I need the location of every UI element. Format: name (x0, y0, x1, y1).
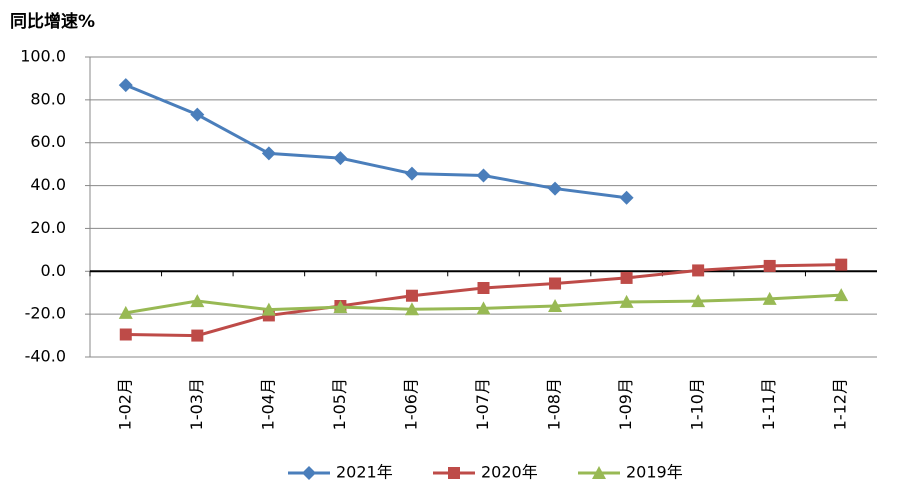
x-tick-label: 1-04月 (258, 378, 277, 430)
data-point (119, 328, 132, 341)
data-point (548, 299, 563, 312)
data-point (691, 294, 706, 308)
data-point (762, 291, 777, 305)
y-tick-label: 20.0 (30, 218, 66, 237)
data-point (404, 166, 419, 181)
data-point (834, 288, 849, 302)
x-tick-label: 1-11月 (759, 378, 778, 430)
data-point (619, 190, 634, 205)
legend-label: 2019年 (626, 463, 683, 482)
data-point (620, 271, 633, 284)
legend-label: 2021年 (336, 463, 393, 482)
data-point (692, 264, 705, 277)
data-point (191, 329, 204, 342)
data-point (261, 302, 276, 316)
data-point (619, 294, 634, 308)
data-point (763, 259, 776, 272)
x-tick-label: 1-10月 (688, 378, 707, 430)
data-point (548, 181, 563, 196)
data-point (477, 282, 490, 294)
x-tick-label: 1-09月 (616, 378, 635, 430)
x-tick-label: 1-06月 (401, 378, 420, 430)
data-point (476, 168, 491, 183)
y-tick-label: 100.0 (20, 47, 66, 66)
data-point (405, 289, 418, 302)
data-point (118, 78, 133, 93)
series-line (125, 83, 627, 200)
data-point (333, 151, 348, 166)
x-tick-label: 1-02月 (115, 378, 134, 430)
y-tick-label: 80.0 (30, 89, 66, 108)
x-tick-label: 1-12月 (831, 378, 850, 430)
legend-label: 2020年 (481, 463, 538, 482)
x-tick-label: 1-08月 (545, 378, 564, 430)
data-point (835, 258, 848, 271)
data-point (549, 277, 562, 290)
data-point (118, 305, 133, 319)
y-tick-label: -20.0 (25, 304, 66, 323)
y-tick-label: -40.0 (25, 347, 66, 366)
y-tick-label: 60.0 (30, 132, 66, 151)
data-point (476, 301, 491, 315)
chart-title: 同比增速% (10, 11, 95, 32)
legend-marker (592, 466, 606, 479)
data-point (333, 300, 348, 314)
legend-marker (302, 466, 316, 480)
legend-marker (448, 467, 460, 479)
x-tick-label: 1-03月 (187, 378, 206, 430)
data-point (190, 294, 205, 308)
x-tick-label: 1-05月 (330, 378, 349, 430)
data-point (261, 146, 276, 161)
y-tick-label: 40.0 (30, 175, 66, 194)
x-tick-label: 1-07月 (473, 378, 492, 430)
y-tick-label: 0.0 (41, 261, 66, 280)
data-point (404, 302, 419, 316)
data-point (190, 107, 205, 122)
